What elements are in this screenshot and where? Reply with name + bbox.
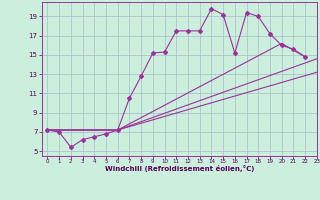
X-axis label: Windchill (Refroidissement éolien,°C): Windchill (Refroidissement éolien,°C): [105, 165, 254, 172]
